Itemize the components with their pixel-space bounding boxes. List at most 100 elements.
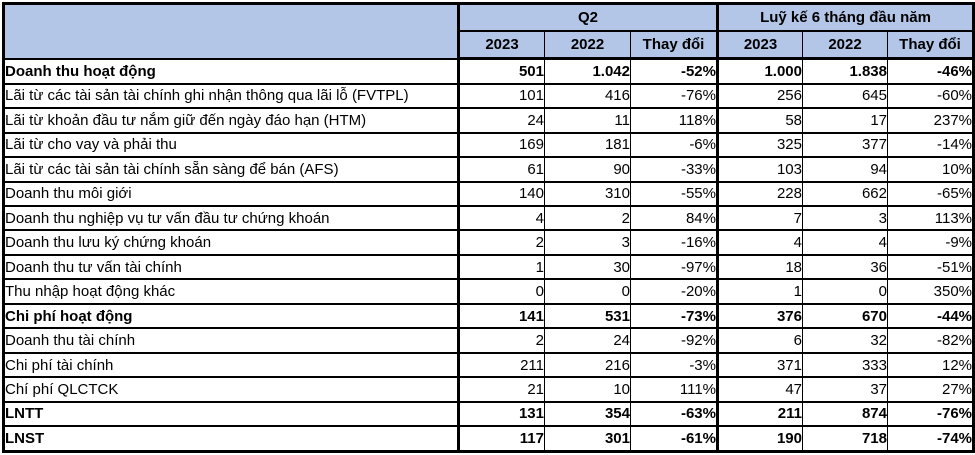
cell-value: 377	[802, 131, 888, 159]
cell-value: -76%	[886, 400, 975, 428]
cell-value: 6	[716, 327, 803, 354]
cell-value: 113%	[886, 204, 975, 232]
row-label: Thu nhập hoạt động khác	[3, 278, 459, 305]
cell-value: 30	[544, 253, 631, 281]
cell-value: 0	[802, 278, 888, 305]
cell-value: 17	[802, 107, 888, 134]
cell-value: 1.042	[544, 57, 631, 85]
table-row: LNTT 131 354 -63% 211 874 -76%	[3, 400, 975, 428]
group-header-cumulative-6m: Luỹ kế 6 tháng đầu năm	[715, 2, 975, 32]
cell-value: 531	[544, 302, 631, 330]
cell-value: 10	[544, 376, 631, 403]
row-label: Lãi từ các tài sản tài chính sẵn sàng để…	[3, 156, 459, 183]
row-label: LNST	[3, 425, 459, 453]
cell-value: -6%	[630, 131, 718, 159]
cell-value: 1.000	[716, 57, 803, 85]
row-label: Doanh thu tài chính	[3, 327, 459, 354]
cell-value: -20%	[630, 278, 718, 305]
cell-value: 1	[716, 278, 803, 305]
cell-value: -51%	[886, 253, 975, 281]
cell-value: 662	[802, 180, 888, 207]
cell-value: 117	[457, 425, 545, 453]
cell-value: 3	[802, 204, 888, 232]
cell-value: -14%	[886, 131, 975, 159]
cell-value: 670	[802, 302, 888, 330]
cell-value: 310	[544, 180, 631, 207]
cell-value: 211	[716, 400, 803, 428]
cell-value: 37	[802, 376, 888, 403]
cell-value: -55%	[630, 180, 718, 207]
cell-value: 4	[716, 229, 803, 256]
cell-value: 216	[544, 351, 631, 379]
cell-value: -3%	[630, 351, 718, 379]
row-label: LNTT	[3, 400, 459, 428]
cell-value: 169	[457, 131, 545, 159]
cell-value: 0	[544, 278, 631, 305]
cell-value: 10%	[886, 156, 975, 183]
cell-value: -61%	[630, 425, 718, 453]
cell-value: 141	[457, 302, 545, 330]
cell-value: 111%	[630, 376, 718, 403]
table-row: Doanh thu nghiệp vụ tư vấn đầu tư chứng …	[3, 204, 975, 232]
row-label: Lãi từ cho vay và phải thu	[3, 131, 459, 159]
cell-value: 501	[457, 57, 545, 85]
cell-value: 131	[457, 400, 545, 428]
cell-value: 24	[544, 327, 631, 354]
row-label: Doanh thu nghiệp vụ tư vấn đầu tư chứng …	[3, 204, 459, 232]
cell-value: 18	[716, 253, 803, 281]
table-row: Doanh thu tư vấn tài chính 1 30 -97% 18 …	[3, 253, 975, 281]
cell-value: 36	[802, 253, 888, 281]
cell-value: 101	[457, 82, 545, 110]
cell-value: -65%	[886, 180, 975, 207]
table-row: LNST 117 301 -61% 190 718 -74%	[3, 425, 975, 453]
cell-value: 376	[716, 302, 803, 330]
cell-value: -92%	[630, 327, 718, 354]
row-label: Lãi từ khoản đầu tư nắm giữ đến ngày đáo…	[3, 107, 459, 134]
cell-value: 7	[716, 204, 803, 232]
cell-value: -76%	[630, 82, 718, 110]
cell-value: 61	[457, 156, 545, 183]
cell-value: 90	[544, 156, 631, 183]
cell-value: 12%	[886, 351, 975, 379]
sub-header-row: 2023 2022 Thay đổi 2023 2022 Thay đổi	[4, 30, 975, 60]
cell-value: 84%	[630, 204, 718, 232]
cell-value: 181	[544, 131, 631, 159]
cell-value: -82%	[886, 327, 975, 354]
cell-value: 47	[716, 376, 803, 403]
cell-value: 0	[457, 278, 545, 305]
cell-value: 118%	[630, 107, 718, 134]
cell-value: 103	[716, 156, 803, 183]
cell-value: 228	[716, 180, 803, 207]
table-row: Lãi từ cho vay và phải thu 169 181 -6% 3…	[3, 131, 975, 159]
cell-value: 333	[802, 351, 888, 379]
corner-cell	[3, 2, 459, 60]
group-header-row: Q2 Luỹ kế 6 tháng đầu năm	[3, 2, 975, 60]
row-label: Doanh thu môi giới	[3, 180, 459, 207]
cell-value: 94	[802, 156, 888, 183]
column-header-q2-2022: 2022	[544, 30, 631, 60]
row-label: Chi phí tài chính	[3, 351, 459, 379]
column-header-6m-change: Thay đổi	[886, 30, 975, 60]
cell-value: 27%	[886, 376, 975, 403]
cell-value: -44%	[886, 302, 975, 330]
cell-value: 645	[802, 82, 888, 110]
cell-value: 4	[457, 204, 545, 232]
cell-value: -63%	[630, 400, 718, 428]
cell-value: 21	[457, 376, 545, 403]
table-row: Doanh thu môi giới 140 310 -55% 228 662 …	[3, 180, 975, 207]
cell-value: 11	[544, 107, 631, 134]
cell-value: 718	[802, 425, 888, 453]
row-label: Lãi từ các tài sản tài chính ghi nhận th…	[3, 82, 459, 110]
table-row: Lãi từ các tài sản tài chính ghi nhận th…	[3, 82, 975, 110]
cell-value: 350%	[886, 278, 975, 305]
cell-value: 2	[457, 327, 545, 354]
column-header-q2-change: Thay đổi	[630, 30, 718, 60]
cell-value: 211	[457, 351, 545, 379]
column-header-q2-2023: 2023	[457, 30, 545, 60]
cell-value: 24	[457, 107, 545, 134]
table-body: Doanh thu hoạt động 501 1.042 -52% 1.000…	[3, 57, 975, 453]
cell-value: 301	[544, 425, 631, 453]
cell-value: 2	[544, 204, 631, 232]
table-row: Doanh thu tài chính 2 24 -92% 6 32 -82%	[3, 327, 975, 354]
cell-value: 1	[457, 253, 545, 281]
